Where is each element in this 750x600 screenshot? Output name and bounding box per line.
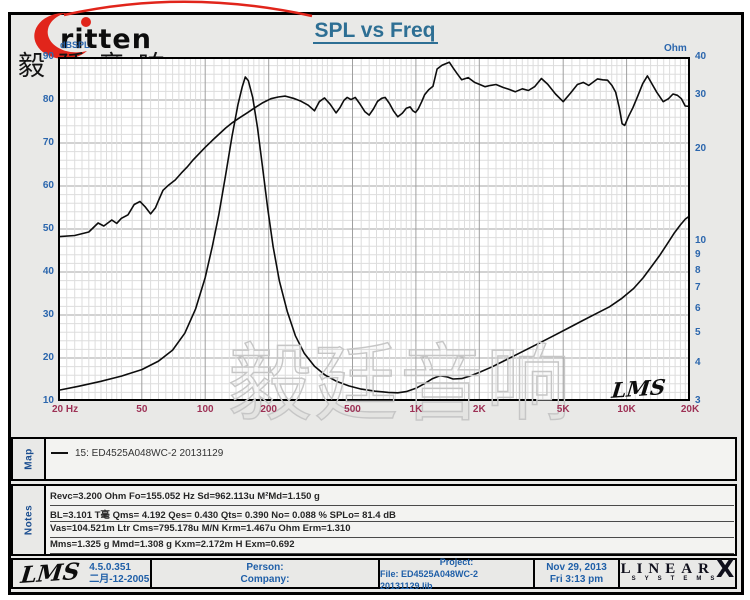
- footer-linearx-cell: LINEAR X SYSTEMS: [620, 557, 735, 587]
- axis-tick-label: 40: [695, 51, 707, 62]
- axis-tick-label: 5: [695, 327, 701, 339]
- axis-tick-label: 100: [196, 404, 214, 415]
- brand-logo-text: ritten: [60, 24, 152, 55]
- axis-tick-label: 60: [42, 180, 54, 191]
- notes-line-1: Revc=3.200 Ohm Fo=155.052 Hz Sd=962.113u…: [50, 491, 734, 506]
- notes-panel-label: Notes: [23, 504, 34, 536]
- legend-text: 15: ED4525A048WC-2 20131129: [75, 448, 224, 459]
- brand-logo-swoosh-icon: [34, 0, 313, 59]
- footer-datetime-cell: Nov 29, 2013 Fri 3:13 pm: [535, 560, 620, 587]
- person-label: Person:: [246, 561, 284, 573]
- y-left-axis-unit-label: dBSPL: [60, 40, 90, 50]
- footer-person-company-cell: Person: Company:: [152, 560, 380, 587]
- axis-tick-label: 3: [695, 395, 701, 406]
- app-version-date: 二月-12-2005: [89, 573, 150, 585]
- curve-spl: [58, 61, 690, 238]
- footer-bar: LMS 4.5.0.351 二月-12-2005 Person: Company…: [11, 557, 737, 591]
- axis-tick-label: 20K: [680, 404, 700, 415]
- linearx-systems-text: SYSTEMS: [631, 575, 724, 582]
- curve-impedance: [58, 76, 690, 394]
- file-label: File: ED4525A048WC-2 20131129.lib: [380, 568, 479, 591]
- lms-plot-logo: LMS: [610, 374, 667, 403]
- axis-tick-label: 50: [42, 223, 54, 234]
- logo-dot-icon: [81, 17, 91, 27]
- axis-tick-label: 50: [136, 404, 148, 415]
- plot-canvas: [58, 57, 690, 401]
- footer-project-file-cell: Project: File: ED4525A048WC-2 20131129.l…: [380, 557, 535, 591]
- footer-version-cell: LMS 4.5.0.351 二月-12-2005: [13, 557, 152, 589]
- axis-tick-label: 70: [42, 137, 54, 148]
- axis-tick-label: 5K: [556, 404, 570, 415]
- notes-panel-label-strip: Notes: [13, 486, 46, 554]
- y-right-axis-unit-label: Ohm: [664, 43, 687, 54]
- linearx-logo-text: LINEAR: [620, 560, 715, 577]
- notes-panel: Notes Revc=3.200 Ohm Fo=155.052 Hz Sd=96…: [11, 484, 737, 556]
- axis-tick-label: 30: [42, 309, 54, 320]
- map-panel-label: Map: [23, 448, 34, 470]
- report-time: Fri 3:13 pm: [549, 573, 604, 585]
- axis-tick-label: 40: [42, 266, 54, 277]
- axis-tick-label: 10: [695, 235, 707, 247]
- axis-tick-label: 20: [695, 143, 707, 155]
- map-panel-label-strip: Map: [13, 439, 46, 479]
- map-panel: Map 15: ED4525A048WC-2 20131129: [11, 437, 737, 481]
- axis-tick-label: 200: [260, 404, 277, 415]
- project-label: Project:: [439, 556, 474, 567]
- axis-tick-label: 80: [42, 94, 54, 105]
- axis-tick-label: 9: [695, 249, 701, 261]
- axis-tick-label: 500: [344, 404, 361, 415]
- axis-tick-label: 30: [695, 89, 707, 101]
- axis-tick-label: 7: [695, 282, 701, 294]
- axis-tick-label: 10: [42, 395, 54, 406]
- axis-tick-label: 20 Hz: [52, 404, 79, 415]
- axis-tick-label: 10K: [617, 404, 636, 415]
- axis-tick-label: 20: [42, 352, 54, 363]
- axis-tick-label: 8: [695, 264, 701, 276]
- axis-tick-label: 6: [695, 302, 701, 314]
- spl-vs-freq-plot: [58, 57, 690, 401]
- notes-line-2: BL=3.101 T毫 Qms= 4.192 Qes= 0.430 Qts= 0…: [50, 507, 734, 522]
- axis-tick-label: 4: [695, 356, 701, 368]
- axis-tick-label: 1K: [409, 404, 423, 415]
- lms-footer-logo: LMS: [19, 557, 82, 589]
- report-date: Nov 29, 2013: [546, 561, 607, 573]
- watermark-chinese-outline: 毅廷音响: [227, 337, 573, 431]
- page-title: SPL vs Freq: [312, 19, 438, 44]
- logo-crescent-icon: [34, 12, 87, 59]
- logo-arc-icon: [63, 0, 313, 18]
- axis-tick-label: 2K: [472, 404, 486, 415]
- axis-tick-label: 90: [42, 51, 54, 62]
- app-version: 4.5.0.351: [89, 561, 131, 573]
- legend-item: 15: ED4525A048WC-2 20131129: [51, 448, 223, 459]
- notes-line-4: Mms=1.325 g Mmd=1.308 g Kxm=2.172m H Exm…: [50, 539, 734, 554]
- legend-line-swatch: [51, 452, 68, 455]
- notes-line-3: Vas=104.521m Ltr Cms=795.178u M/N Krm=1.…: [50, 523, 734, 538]
- company-label: Company:: [240, 573, 290, 585]
